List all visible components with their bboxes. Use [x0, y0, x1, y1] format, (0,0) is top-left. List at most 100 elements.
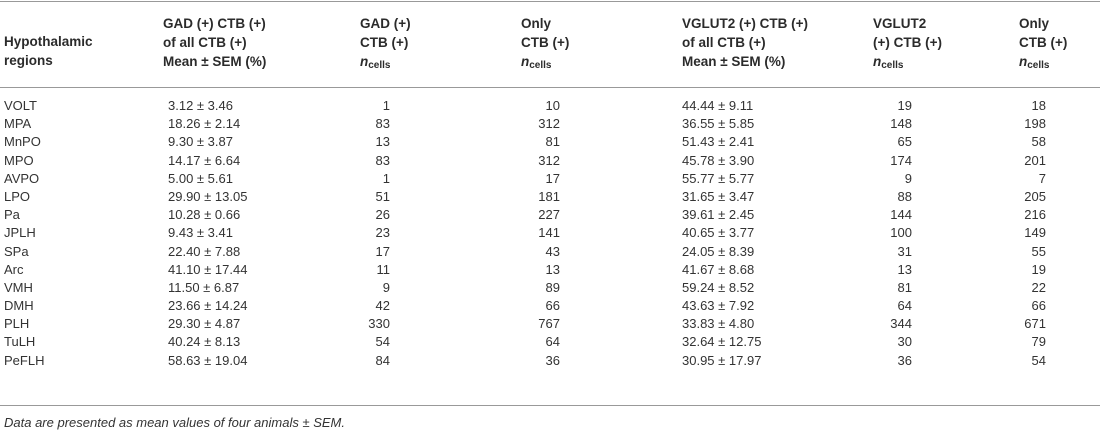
- header-regions: Hypothalamic regions: [4, 32, 93, 70]
- value-cell: 26: [375, 207, 390, 223]
- value-cell: 174: [890, 152, 912, 168]
- value-cell: 10.28 ± 0.66: [168, 207, 241, 223]
- table-row: Arc 41.10 ± 17.44 11 13 41.67 ± 8.68 13 19: [0, 261, 1100, 279]
- value-cell: 148: [890, 116, 912, 132]
- value-cell: 54: [375, 334, 390, 350]
- n-label: n: [1019, 54, 1028, 69]
- value-cell: 141: [538, 225, 560, 241]
- value-cell: 17: [545, 170, 560, 186]
- value-cell: 66: [545, 298, 560, 314]
- value-cell: 36: [897, 352, 912, 368]
- header-line: CTB (+): [1019, 35, 1068, 50]
- value-cell: 7: [1038, 170, 1046, 186]
- value-cell: 24.05 ± 8.39: [682, 243, 755, 259]
- header-line: of all CTB (+): [682, 35, 766, 50]
- header-line: CTB (+): [521, 35, 570, 50]
- header-line: GAD (+): [360, 16, 411, 31]
- value-cell: 23.66 ± 14.24: [168, 298, 248, 314]
- value-cell: 31.65 ± 3.47: [682, 188, 755, 204]
- region-cell: TuLH: [4, 334, 36, 350]
- value-cell: 43: [545, 243, 560, 259]
- value-cell: 22: [1031, 279, 1046, 295]
- n-sub: cells: [368, 60, 391, 71]
- table-row: PLH 29.30 ± 4.87 330 767 33.83 ± 4.80 344 671: [0, 315, 1100, 333]
- value-cell: 198: [1024, 116, 1046, 132]
- n-label: n: [521, 54, 530, 69]
- region-cell: VOLT: [4, 98, 37, 113]
- value-cell: 144: [890, 207, 912, 223]
- n-cells-label: ncells: [360, 52, 420, 75]
- value-cell: 45.78 ± 3.90: [682, 152, 755, 168]
- value-cell: 11.50 ± 6.87: [168, 279, 240, 295]
- value-cell: 10: [545, 98, 560, 113]
- table-row: Pa 10.28 ± 0.66 26 227 39.61 ± 2.45 144 216: [0, 206, 1100, 224]
- value-cell: 9.30 ± 3.87: [168, 134, 233, 150]
- region-cell: JPLH: [4, 225, 36, 241]
- table-row: DMH 23.66 ± 14.24 42 66 43.63 ± 7.92 64 66: [0, 297, 1100, 315]
- top-rule: [0, 1, 1100, 2]
- value-cell: 149: [1024, 225, 1046, 241]
- value-cell: 83: [375, 152, 390, 168]
- value-cell: 18.26 ± 2.14: [168, 116, 241, 132]
- value-cell: 100: [890, 225, 912, 241]
- header-line: of all CTB (+): [163, 35, 247, 50]
- value-cell: 55.77 ± 5.77: [682, 170, 755, 186]
- value-cell: 29.30 ± 4.87: [168, 316, 241, 332]
- value-cell: 5.00 ± 5.61: [168, 170, 233, 186]
- value-cell: 30: [897, 334, 912, 350]
- value-cell: 55: [1031, 243, 1046, 259]
- value-cell: 11: [376, 261, 391, 277]
- table-row: TuLH 40.24 ± 8.13 54 64 32.64 ± 12.75 30 79: [0, 333, 1100, 351]
- value-cell: 22.40 ± 7.88: [168, 243, 241, 259]
- value-cell: 36: [545, 352, 560, 368]
- table-row: JPLH 9.43 ± 3.41 23 141 40.65 ± 3.77 100 149: [0, 224, 1100, 242]
- region-cell: DMH: [4, 298, 34, 314]
- value-cell: 65: [897, 134, 912, 150]
- value-cell: 54: [1031, 352, 1046, 368]
- value-cell: 767: [538, 316, 560, 332]
- value-cell: 66: [1031, 298, 1046, 314]
- table-row: PeFLH 58.63 ± 19.04 84 36 30.95 ± 17.97 36 54: [0, 352, 1100, 370]
- value-cell: 19: [897, 98, 912, 113]
- value-cell: 64: [545, 334, 560, 350]
- value-cell: 44.44 ± 9.11: [682, 98, 754, 113]
- header-line: Only: [521, 16, 552, 31]
- value-cell: 81: [897, 279, 912, 295]
- value-cell: 1: [382, 98, 390, 113]
- table-row: VMH 11.50 ± 6.87 9 89 59.24 ± 8.52 81 22: [0, 279, 1100, 297]
- value-cell: 13: [545, 261, 560, 277]
- n-sub: cells: [881, 60, 904, 71]
- header-vglut2-count: VGLUT2 (+) CTB (+) ncells: [873, 14, 953, 75]
- value-cell: 88: [897, 188, 912, 204]
- value-cell: 671: [1024, 316, 1046, 332]
- table-row: SPa 22.40 ± 7.88 17 43 24.05 ± 8.39 31 55: [0, 243, 1100, 261]
- header-line: VGLUT2 (+) CTB (+): [682, 16, 809, 31]
- value-cell: 58: [1031, 134, 1046, 150]
- value-cell: 29.90 ± 13.05: [168, 188, 248, 204]
- n-label: n: [360, 54, 369, 69]
- table-row: MPA 18.26 ± 2.14 83 312 36.55 ± 5.85 148 198: [0, 115, 1100, 133]
- header-line: GAD (+) CTB (+): [163, 16, 266, 31]
- table-footnote: Data are presented as mean values of fou…: [4, 415, 345, 430]
- value-cell: 17: [375, 243, 390, 259]
- value-cell: 201: [1024, 152, 1046, 168]
- value-cell: 18: [1031, 98, 1046, 113]
- value-cell: 9.43 ± 3.41: [168, 225, 233, 241]
- value-cell: 41.10 ± 17.44: [168, 261, 248, 277]
- n-label: n: [873, 54, 882, 69]
- value-cell: 30.95 ± 17.97: [682, 352, 762, 368]
- value-cell: 13: [897, 261, 912, 277]
- header-only-ctb-1: Only CTB (+) ncells: [521, 14, 591, 75]
- header-line: VGLUT2: [873, 16, 927, 31]
- value-cell: 51: [375, 188, 390, 204]
- value-cell: 344: [890, 316, 912, 332]
- value-cell: 23: [375, 225, 390, 241]
- header-gad-count: GAD (+) CTB (+) ncells: [360, 14, 420, 75]
- value-cell: 42: [375, 298, 390, 314]
- value-cell: 181: [538, 188, 560, 204]
- value-cell: 41.67 ± 8.68: [682, 261, 755, 277]
- header-line: Only: [1019, 16, 1050, 31]
- region-cell: VMH: [4, 279, 33, 295]
- value-cell: 51.43 ± 2.41: [682, 134, 755, 150]
- n-cells-label: ncells: [873, 52, 953, 75]
